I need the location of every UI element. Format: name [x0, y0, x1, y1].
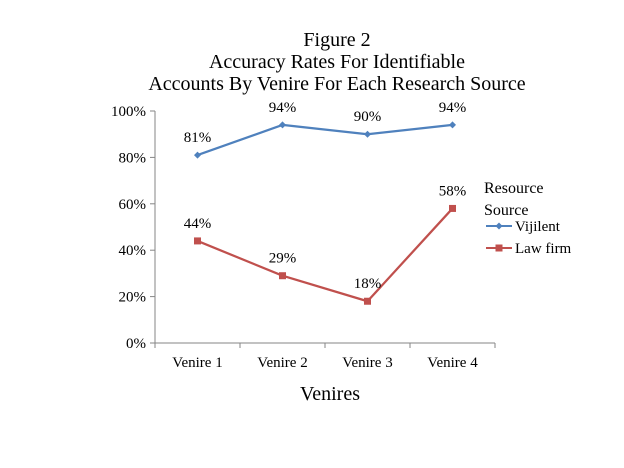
data-label-law-firm: 44%	[184, 216, 212, 232]
chart-title-line-1: Figure 2	[303, 29, 370, 51]
data-label-vijilent: 90%	[354, 109, 382, 125]
series-line-law-firm	[197, 207, 454, 303]
legend-marker-vijilent	[495, 222, 503, 230]
data-label-vijilent: 81%	[184, 130, 212, 146]
legend-label-vijilent: Vijilent	[515, 219, 561, 235]
x-tick-label: Venire 3	[342, 355, 392, 371]
data-label-vijilent: 94%	[269, 100, 297, 116]
chart-title-line-3: Accounts By Venire For Each Research Sou…	[148, 73, 525, 95]
legend-title-line-2: Source	[484, 202, 528, 219]
data-point-law-firm	[364, 297, 371, 305]
series-line-vijilent	[197, 123, 453, 157]
data-point-law-firm	[449, 204, 456, 212]
data-label-vijilent: 94%	[439, 100, 467, 116]
plot-area: 0% 20% 40% 60% 80% 100% Venire 1 Venire 2 Venire…	[111, 100, 496, 371]
data-point-vijilent	[364, 130, 371, 138]
data-point-vijilent	[449, 121, 456, 129]
data-label-law-firm: 29%	[269, 251, 297, 267]
data-point-vijilent	[194, 151, 201, 159]
y-tick-label: 60%	[119, 197, 147, 213]
y-tick-label: 80%	[119, 150, 147, 166]
x-tick-label: Venire 4	[427, 355, 478, 371]
legend-label-law-firm: Law firm	[515, 241, 572, 257]
y-tick-label: 40%	[119, 243, 147, 259]
legend: Resource Source Vijilent Law firm	[484, 180, 572, 257]
chart-title: Figure 2 Accuracy Rates For Identifiable…	[148, 29, 525, 95]
data-point-vijilent	[279, 121, 286, 129]
data-point-law-firm	[279, 272, 286, 280]
legend-entries: Vijilent Law firm	[486, 219, 572, 257]
x-tick-label: Venire 1	[172, 355, 222, 371]
data-point-law-firm	[194, 237, 201, 245]
legend-title-line-1: Resource	[484, 180, 544, 197]
data-label-law-firm: 18%	[354, 276, 382, 292]
x-axis-title: Venires	[300, 383, 360, 405]
data-label-law-firm: 58%	[439, 183, 467, 199]
legend-marker-law-firm	[495, 244, 503, 252]
x-tick-label: Venire 2	[257, 355, 307, 371]
y-tick-label: 0%	[126, 336, 146, 352]
y-tick-label: 20%	[119, 290, 147, 306]
chart-title-line-2: Accuracy Rates For Identifiable	[209, 51, 465, 73]
y-tick-label: 100%	[111, 104, 146, 120]
